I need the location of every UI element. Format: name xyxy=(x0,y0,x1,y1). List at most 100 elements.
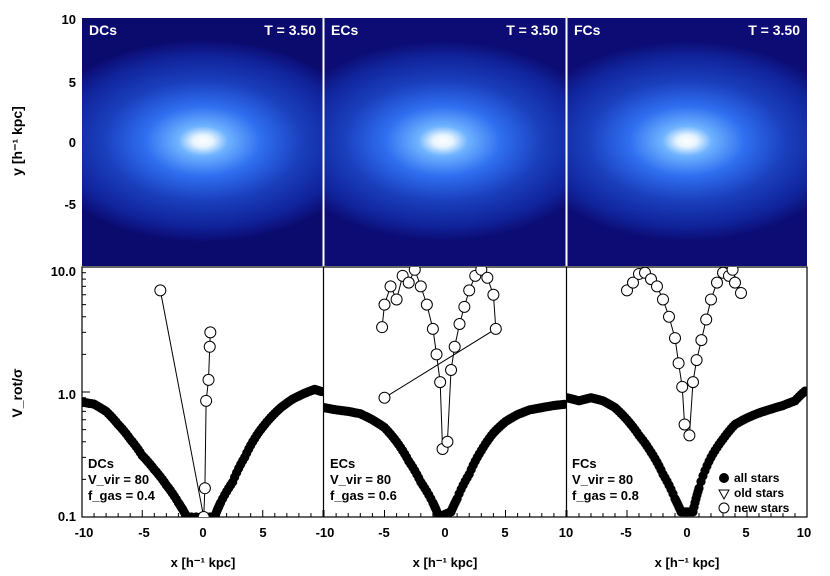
new-stars-point xyxy=(487,288,500,301)
new-stars-point xyxy=(198,482,211,495)
x-axis-title: x [h⁻¹ kpc] xyxy=(171,555,236,570)
all-stars-point xyxy=(800,386,807,396)
panel-name-ecs: ECs xyxy=(331,22,358,38)
top-ytick-label: 5 xyxy=(69,75,76,90)
new-stars-point xyxy=(729,276,741,289)
new-stars-point xyxy=(448,340,461,353)
new-stars-point xyxy=(463,284,476,297)
bottom-y-axis: 10.0 1.0 0.1 xyxy=(51,264,76,524)
new-stars-point xyxy=(154,284,167,297)
legend-label: old stars xyxy=(734,486,784,500)
new-stars-point xyxy=(489,322,502,335)
new-stars-point xyxy=(434,376,447,389)
xtick-label: 0 xyxy=(199,525,206,540)
panel-name-fcs: FCs xyxy=(574,22,601,38)
xtick-label: 5 xyxy=(501,525,508,540)
image-panel-fcs: FCs T = 3.50 xyxy=(567,18,807,266)
all-stars-point xyxy=(316,386,323,397)
top-y-axis-title: y [h⁻¹ kpc] xyxy=(9,106,25,176)
new-stars-point xyxy=(700,313,713,326)
bottom-ytick-label: 10.0 xyxy=(51,264,76,279)
annotation-line: f_gas = 0.8 xyxy=(572,488,639,503)
new-stars-point xyxy=(378,391,391,404)
time-label-ecs: T = 3.50 xyxy=(506,22,558,38)
new-stars-point xyxy=(676,380,689,393)
new-stars-point xyxy=(695,334,708,347)
new-stars-point xyxy=(678,418,691,431)
new-stars-point xyxy=(384,280,397,293)
annotation-line: f_gas = 0.6 xyxy=(330,488,397,503)
xtick-label: -10 xyxy=(316,525,335,540)
bottom-plot-frame xyxy=(81,266,808,518)
xtick-label: 5 xyxy=(259,525,266,540)
x-axis: -10 -5 0 5 -10 -5 0 5 10 -5 0 5 10 xyxy=(75,525,812,540)
new-stars-point xyxy=(683,429,696,442)
xtick-label: -5 xyxy=(620,525,632,540)
legend-label: new stars xyxy=(734,501,790,515)
x-axis-title: x [h⁻¹ kpc] xyxy=(413,555,478,570)
new-stars-point xyxy=(408,267,421,276)
new-stars-point xyxy=(453,317,466,330)
xtick-label: -5 xyxy=(138,525,150,540)
new-stars-point xyxy=(414,280,427,293)
time-label-fcs: T = 3.50 xyxy=(748,22,800,38)
new-stars-point xyxy=(663,310,675,323)
new-stars-point xyxy=(657,293,669,306)
annotation-line: V_vir = 80 xyxy=(572,472,633,487)
legend-all-stars-marker xyxy=(719,473,729,483)
new-stars-point xyxy=(669,332,681,345)
new-stars-point xyxy=(441,435,454,448)
annotation-line: V_vir = 80 xyxy=(330,472,391,487)
new-stars-point xyxy=(627,276,639,289)
xtick-label: 10 xyxy=(559,525,573,540)
panel-marks-fcs xyxy=(567,267,807,517)
new-stars-point xyxy=(711,276,723,289)
new-stars-point xyxy=(402,276,415,289)
new-stars-point xyxy=(690,354,703,367)
new-stars-point xyxy=(705,293,717,306)
panel-marks-ecs xyxy=(324,267,566,517)
x-axis-title: x [h⁻¹ kpc] xyxy=(655,555,720,570)
legend: all stars old stars new stars xyxy=(718,471,790,515)
data-marks xyxy=(82,267,807,517)
legend-new-stars-marker xyxy=(718,502,730,514)
xtick-label: 5 xyxy=(742,525,749,540)
new-stars-point xyxy=(378,298,391,311)
bottom-ytick-label: 0.1 xyxy=(58,509,76,524)
new-stars-point xyxy=(420,298,433,311)
annotation-line: ECs xyxy=(330,456,355,471)
new-stars-point xyxy=(735,286,747,299)
annotation-ecs: ECs V_vir = 80 f_gas = 0.6 xyxy=(330,456,397,503)
legend-label: all stars xyxy=(734,471,780,485)
annotation-line: DCs xyxy=(88,456,114,471)
annotation-line: f_gas = 0.4 xyxy=(88,488,156,503)
xtick-label: 10 xyxy=(797,525,811,540)
new-stars-point xyxy=(481,271,494,284)
annotation-fcs: FCs V_vir = 80 f_gas = 0.8 xyxy=(572,456,639,503)
new-stars-point xyxy=(445,363,458,376)
xtick-label: -5 xyxy=(378,525,390,540)
panel-name-dcs: DCs xyxy=(89,22,117,38)
top-ytick-label: -5 xyxy=(64,197,76,212)
new-stars-point xyxy=(202,373,215,386)
new-stars-point xyxy=(651,280,663,293)
new-stars-point xyxy=(390,293,403,306)
bottom-ytick-label: 1.0 xyxy=(58,387,76,402)
new-stars-point xyxy=(458,300,471,313)
xtick-label: 0 xyxy=(441,525,448,540)
panel-marks-dcs xyxy=(82,284,323,517)
top-ytick-label: 10 xyxy=(62,12,76,27)
new-stars-point xyxy=(200,394,213,407)
new-stars-point xyxy=(203,340,216,353)
annotation-line: FCs xyxy=(572,456,597,471)
xtick-label: 0 xyxy=(683,525,690,540)
bottom-y-axis-title: V_rot/σ xyxy=(9,368,25,418)
new-stars-point xyxy=(376,321,389,334)
new-stars-point xyxy=(197,511,210,517)
image-panel-ecs: ECs T = 3.50 xyxy=(324,18,566,266)
top-ytick-label: 0 xyxy=(69,135,76,150)
image-panel-dcs: DCs T = 3.50 xyxy=(82,18,323,266)
xtick-label: -10 xyxy=(75,525,94,540)
new-stars-point xyxy=(687,376,699,389)
